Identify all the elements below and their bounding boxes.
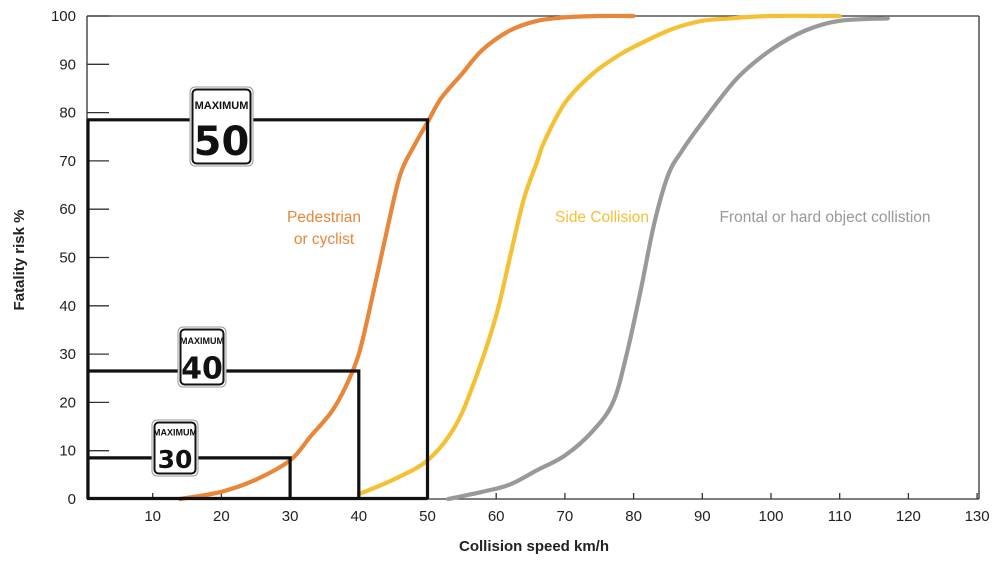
speed-sign-50: MAXIMUM 50 bbox=[189, 86, 254, 167]
y-tick-label: 20 bbox=[59, 394, 76, 411]
sign-speed-value: 40 bbox=[181, 352, 223, 387]
x-tick-label: 70 bbox=[557, 508, 574, 525]
x-tick-label: 40 bbox=[350, 508, 367, 525]
x-tick-label: 90 bbox=[694, 508, 711, 525]
sign-maximum-label: MAXIMUM bbox=[153, 428, 197, 438]
x-tick-label: 60 bbox=[488, 508, 505, 525]
y-tick-label: 30 bbox=[59, 346, 76, 363]
x-tick-label: 50 bbox=[419, 508, 436, 525]
speed-limit-40-box bbox=[87, 369, 361, 499]
pedestrian-cyclist-label: or cyclist bbox=[294, 231, 355, 248]
sign-inner-border bbox=[191, 88, 252, 165]
y-tick-label: 10 bbox=[59, 443, 76, 460]
x-tick-label: 80 bbox=[625, 508, 642, 525]
x-tick-label: 100 bbox=[758, 508, 783, 525]
speed-sign-30: MAXIMUM 30 bbox=[151, 419, 199, 477]
pedestrian-cyclist-curve bbox=[178, 13, 636, 502]
side-collision-curve bbox=[356, 13, 842, 497]
speed-limit-boxes bbox=[86, 118, 430, 501]
speed-limit-signs: MAXIMUM 30 MAXIMUM 40 MAXIMUM 50 bbox=[151, 86, 254, 477]
speed-sign-40: MAXIMUM 40 bbox=[177, 326, 227, 388]
x-tick-label: 110 bbox=[828, 508, 852, 525]
x-tick-label: 130 bbox=[965, 508, 990, 525]
x-axis-title: Collision speed km/h bbox=[459, 538, 609, 555]
sign-speed-value: 30 bbox=[158, 445, 193, 474]
sign-inner-border bbox=[153, 421, 197, 475]
y-tick-label: 40 bbox=[59, 298, 76, 315]
y-tick-label: 100 bbox=[51, 8, 76, 25]
side-collision-label: Side Collision bbox=[555, 209, 649, 226]
sign-inner-border bbox=[179, 328, 225, 386]
y-axis-ticks: 0 10 20 30 40 50 60 70 80 90 100 bbox=[51, 8, 109, 508]
y-tick-label: 80 bbox=[59, 105, 76, 122]
speed-limit-50-box bbox=[87, 118, 430, 499]
series-lines bbox=[178, 13, 890, 502]
pedestrian-cyclist-label: Pedestrian bbox=[287, 209, 361, 226]
y-axis-title: Fatality risk % bbox=[11, 210, 28, 311]
x-tick-label: 20 bbox=[213, 508, 230, 525]
y-tick-label: 0 bbox=[68, 491, 76, 508]
y-tick-label: 70 bbox=[59, 153, 76, 170]
x-tick-label: 120 bbox=[896, 508, 921, 525]
series-labels: Pedestrian or cyclist Side Collision Fronta… bbox=[287, 209, 931, 248]
sign-maximum-label: MAXIMUM bbox=[195, 100, 249, 112]
x-axis-ticks: 10 20 30 40 50 60 70 80 90 100 110 120 130 bbox=[144, 493, 990, 525]
x-tick-label: 10 bbox=[144, 508, 161, 525]
frontal-collision-curve bbox=[446, 16, 890, 502]
y-tick-label: 60 bbox=[59, 201, 76, 218]
sign-maximum-label: MAXIMUM bbox=[180, 336, 224, 346]
sign-speed-value: 50 bbox=[194, 119, 250, 165]
x-tick-label: 30 bbox=[282, 508, 299, 525]
frontal-collision-label: Frontal or hard object collistion bbox=[719, 209, 930, 226]
y-tick-label: 90 bbox=[59, 56, 76, 73]
y-tick-label: 50 bbox=[59, 250, 76, 267]
